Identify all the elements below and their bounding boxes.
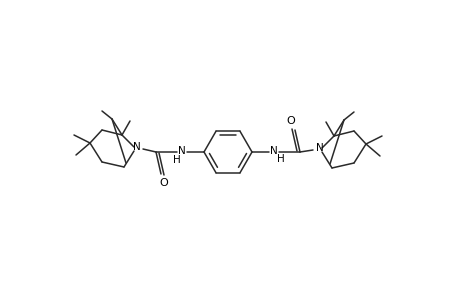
Text: N: N [269, 146, 277, 156]
Text: N: N [178, 146, 185, 156]
Text: N: N [315, 143, 323, 153]
Text: O: O [159, 178, 168, 188]
Text: H: H [276, 154, 284, 164]
Text: N: N [133, 142, 140, 152]
Text: O: O [286, 116, 295, 126]
Text: H: H [173, 155, 180, 165]
